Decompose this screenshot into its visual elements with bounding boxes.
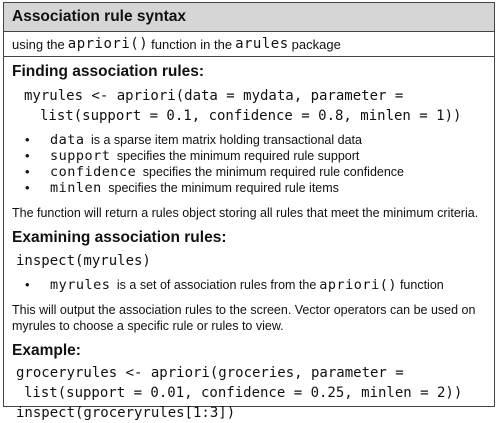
examining-section: Examining association rules: inspect(myr… [12, 229, 486, 334]
examining-note-line-2: myrules to choose a specific rule or rul… [12, 319, 284, 333]
finding-code-line-1: myrules <- apriori(data = mydata, parame… [24, 88, 404, 104]
bullet-desc-prefix: is a set of association rules from the [116, 278, 317, 292]
examining-bullet-item: myrules is a set of association rules fr… [12, 277, 486, 293]
bullet-term: data [50, 132, 85, 148]
subtitle-suffix: package [291, 36, 341, 52]
example-section: Example: groceryrules <- apriori(groceri… [12, 342, 486, 423]
bullet-desc: specifies the minimum required rule supp… [116, 149, 360, 163]
bullet-term: myrules [50, 277, 111, 293]
examining-code-line-1: inspect(myrules) [16, 253, 151, 269]
finding-heading: Finding association rules: [12, 63, 205, 80]
finding-bullet-list: data is a sparse item matrix holding tra… [12, 132, 486, 196]
finding-note: The function will return a rules object … [12, 206, 479, 220]
finding-code-line-2: list(support = 0.1, confidence = 0.8, mi… [40, 108, 462, 124]
finding-bullet-item: data is a sparse item matrix holding tra… [12, 132, 486, 148]
finding-bullet-item: support specifies the minimum required r… [12, 148, 486, 164]
bullet-term: support [50, 148, 111, 164]
example-code-line-1: groceryrules <- apriori(groceries, param… [16, 365, 404, 381]
subtitle-package-name: arules [235, 36, 289, 52]
subtitle-function-name: apriori() [67, 36, 149, 52]
syntax-box: Association rule syntax using the aprior… [3, 2, 495, 421]
examining-note-line-1: This will output the association rules t… [12, 303, 476, 317]
bullet-term: confidence [50, 164, 137, 180]
bullet-desc-suffix: function [399, 278, 444, 292]
subtitle-prefix: using the [12, 36, 65, 52]
bullet-term: minlen [50, 180, 102, 196]
bullet-func: apriori() [319, 277, 397, 293]
box-content: Finding association rules: myrules <- ap… [4, 57, 494, 423]
finding-bullet-item: confidence specifies the minimum require… [12, 164, 486, 180]
subtitle-middle: function in the [151, 36, 233, 52]
box-subtitle: using the apriori() function in the arul… [4, 32, 494, 57]
example-code-line-3: inspect(groceryrules[1:3]) [16, 405, 236, 421]
examining-heading: Examining association rules: [12, 229, 227, 246]
box-title: Association rule syntax [12, 8, 187, 25]
examining-bullet-list: myrules is a set of association rules fr… [12, 277, 486, 293]
bullet-desc: specifies the minimum required rule conf… [142, 165, 405, 179]
example-heading: Example: [12, 342, 81, 359]
finding-section: Finding association rules: myrules <- ap… [12, 63, 486, 221]
bullet-desc: is a sparse item matrix holding transact… [91, 133, 362, 147]
bullet-desc: specifies the minimum required rule item… [108, 181, 339, 195]
finding-bullet-item: minlen specifies the minimum required ru… [12, 180, 486, 196]
box-title-bar: Association rule syntax [4, 3, 494, 32]
example-code-line-2: list(support = 0.01, confidence = 0.25, … [24, 385, 463, 401]
